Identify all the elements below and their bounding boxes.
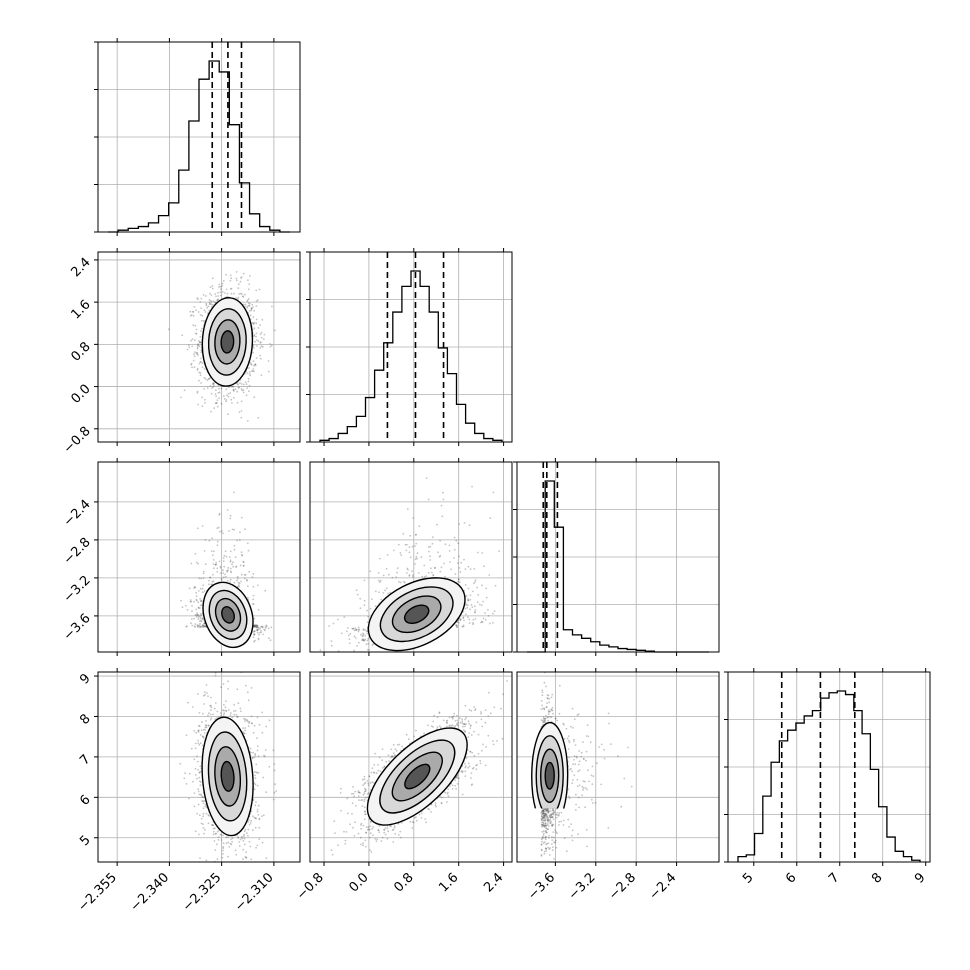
panel-3-1 [310,672,512,862]
y-tick-label: −2.8 [61,535,94,568]
density-contours-2-0 [202,581,254,649]
x-tick-label: −2.355 [75,870,120,915]
contour [403,604,430,625]
histogram-3 [737,690,921,862]
density-contours-3-2 [531,721,569,809]
x-tick-label: 0.0 [347,870,372,895]
panel-2-0 [98,462,300,652]
contour [220,760,235,792]
x-tick-label: 1.6 [436,870,461,895]
contour [404,763,431,790]
panel-frame [97,251,301,443]
contour [220,330,235,354]
panel-2-2 [517,461,719,653]
x-tick-label: 9 [912,870,928,886]
panel-frame [97,461,301,653]
panel-3-0 [98,672,300,862]
panel-3-3 [728,671,930,862]
x-tick-label: −3.6 [525,870,558,903]
panel-frame [516,461,720,653]
y-tick-label: 7 [77,752,93,768]
x-tick-label: −3.2 [566,870,599,903]
histogram-1 [319,270,503,442]
density-contours-3-0 [201,716,254,837]
panel-frame [309,671,513,863]
x-tick-label: 6 [783,870,799,886]
density-contours-1-0 [201,297,254,387]
histogram-0 [108,60,290,233]
panel-frame [97,671,301,863]
density-contours-3-1 [366,727,468,826]
y-tick-label: −2.4 [61,497,94,530]
x-tick-label: −2.310 [232,870,277,915]
y-tick-label: 0.0 [68,382,93,407]
panel-frame [516,671,720,863]
x-tick-label: −2.325 [180,870,225,915]
y-tick-label: 5 [77,833,93,849]
y-tick-label: −3.2 [61,573,94,606]
panel-0-0 [98,41,300,233]
y-tick-label: 8 [77,712,93,728]
panel-1-0 [98,252,300,442]
panel-frame [727,671,931,863]
y-tick-label: 9 [77,671,93,687]
y-tick-label: 6 [77,792,93,808]
y-tick-label: 0.8 [68,339,93,364]
panel-3-2 [517,672,719,862]
x-tick-label: 7 [826,870,842,886]
panel-frame [309,461,513,653]
x-tick-label: −0.8 [294,870,327,903]
y-tick-label: 1.6 [68,297,93,322]
histogram-2 [527,480,709,653]
panel-frame [97,41,301,233]
contour [221,606,235,624]
x-tick-label: −2.8 [606,870,639,903]
x-tick-label: −2.4 [646,870,679,903]
x-tick-label: 8 [869,870,885,886]
x-tick-label: 2.4 [481,870,506,895]
x-tick-label: −2.340 [128,870,173,915]
panel-1-1 [310,251,512,442]
contour [544,761,555,790]
density-contours-2-1 [367,577,466,652]
y-tick-label: 2.4 [68,255,93,280]
panel-2-1 [310,462,512,652]
panel-frame [309,251,513,443]
y-tick-label: −3.6 [61,611,94,644]
x-tick-label: 0.8 [391,870,416,895]
x-tick-label: 5 [740,870,756,886]
y-tick-label: −0.8 [61,424,94,457]
